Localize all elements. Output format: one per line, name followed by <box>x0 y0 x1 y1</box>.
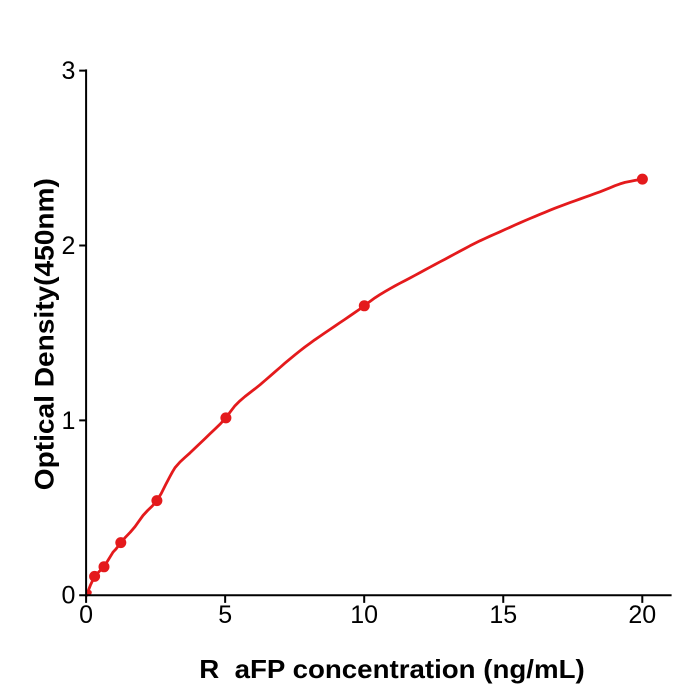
svg-text:0: 0 <box>61 582 75 610</box>
svg-text:2: 2 <box>61 232 75 260</box>
svg-text:20: 20 <box>628 601 656 629</box>
svg-text:15: 15 <box>489 601 517 629</box>
svg-text:R aFP concentration (ng/mL): R aFP concentration (ng/mL) <box>199 654 585 684</box>
svg-text:5: 5 <box>218 601 232 629</box>
svg-text:3: 3 <box>61 57 75 85</box>
svg-text:10: 10 <box>350 601 378 629</box>
svg-text:1: 1 <box>61 407 75 435</box>
svg-text:0: 0 <box>79 601 93 629</box>
svg-text:Optical Density(450nm): Optical Density(450nm) <box>29 178 59 490</box>
